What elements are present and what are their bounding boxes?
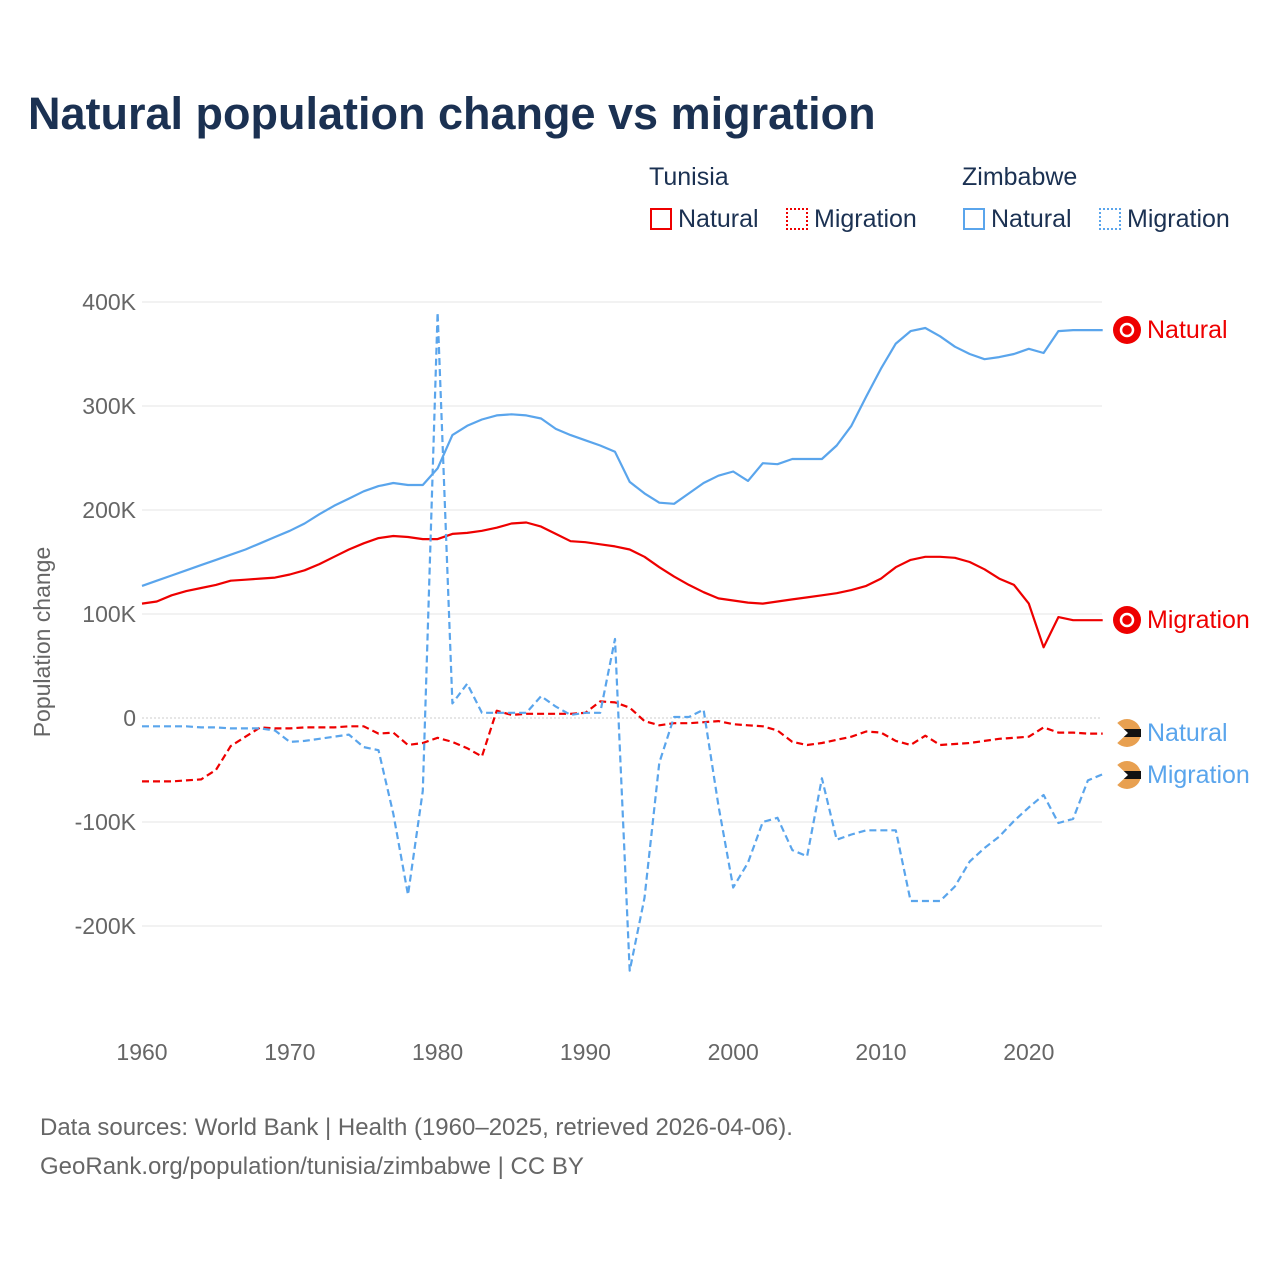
y-tick-label: 400K xyxy=(82,289,136,315)
series-tunisia-migration xyxy=(142,700,1103,783)
legend-label: Migration xyxy=(1127,205,1230,233)
footer: Data sources: World Bank | Health (1960–… xyxy=(40,1108,793,1186)
series-zimbabwe-migration xyxy=(142,311,1104,972)
tunisia-flag-icon xyxy=(1113,316,1141,344)
legend-group-tunisia: Tunisia xyxy=(649,163,729,191)
legend-tunisia-natural[interactable]: Natural xyxy=(650,205,759,234)
chart-title: Natural population change vs migration xyxy=(28,88,876,139)
x-tick-label: 1960 xyxy=(116,1039,167,1065)
zimbabwe-flag-triangle-icon xyxy=(1113,719,1128,747)
legend-zimbabwe-natural[interactable]: Natural xyxy=(963,205,1072,234)
end-label-tunisia-migration: Migration xyxy=(1147,606,1250,634)
y-tick-label: 200K xyxy=(82,497,136,523)
tunisia-flag-crescent-icon xyxy=(1119,612,1135,628)
series-tunisia-natural xyxy=(141,521,1103,649)
tunisia-flag-crescent-icon xyxy=(1119,322,1135,338)
x-tick-label: 1970 xyxy=(264,1039,315,1065)
end-label-tunisia-natural: Natural xyxy=(1147,316,1228,344)
y-tick-label: 300K xyxy=(82,393,136,419)
x-tick-label: 1990 xyxy=(560,1039,611,1065)
legend-swatch xyxy=(786,208,808,230)
end-label-zimbabwe-migration: Migration xyxy=(1147,761,1250,789)
x-tick-label: 2020 xyxy=(1003,1039,1054,1065)
legend-group-zimbabwe: Zimbabwe xyxy=(962,163,1078,191)
footer-sources: Data sources: World Bank | Health (1960–… xyxy=(40,1114,793,1141)
legend-label: Natural xyxy=(678,205,759,233)
legend-label: Natural xyxy=(991,205,1072,233)
tunisia-flag-icon xyxy=(1113,606,1141,634)
legend-swatch xyxy=(963,208,985,230)
legend-tunisia-migration[interactable]: Migration xyxy=(786,205,917,234)
legend-label: Migration xyxy=(814,205,917,233)
y-axis-label: Population change xyxy=(29,547,55,738)
x-tick-label: 1980 xyxy=(412,1039,463,1065)
legend-swatch xyxy=(1099,208,1121,230)
y-tick-label: 100K xyxy=(82,601,136,627)
y-tick-label: -200K xyxy=(75,913,137,939)
plot-area: 400K 300K 200K 100K 0 -100K -200K 1960 1970 1980 1… xyxy=(29,289,1250,1065)
zimbabwe-flag-triangle-icon xyxy=(1113,761,1128,789)
end-label-zimbabwe-natural: Natural xyxy=(1147,719,1228,747)
footer-link[interactable]: GeoRank.org/population/tunisia/zimbabwe … xyxy=(40,1153,584,1180)
x-tick-label: 2000 xyxy=(708,1039,759,1065)
series-zimbabwe-natural xyxy=(141,326,1103,587)
legend-swatch xyxy=(650,208,672,230)
legend-zimbabwe-migration[interactable]: Migration xyxy=(1099,205,1230,234)
y-tick-label: 0 xyxy=(123,705,136,731)
x-tick-label: 2010 xyxy=(855,1039,906,1065)
y-tick-label: -100K xyxy=(75,809,137,835)
